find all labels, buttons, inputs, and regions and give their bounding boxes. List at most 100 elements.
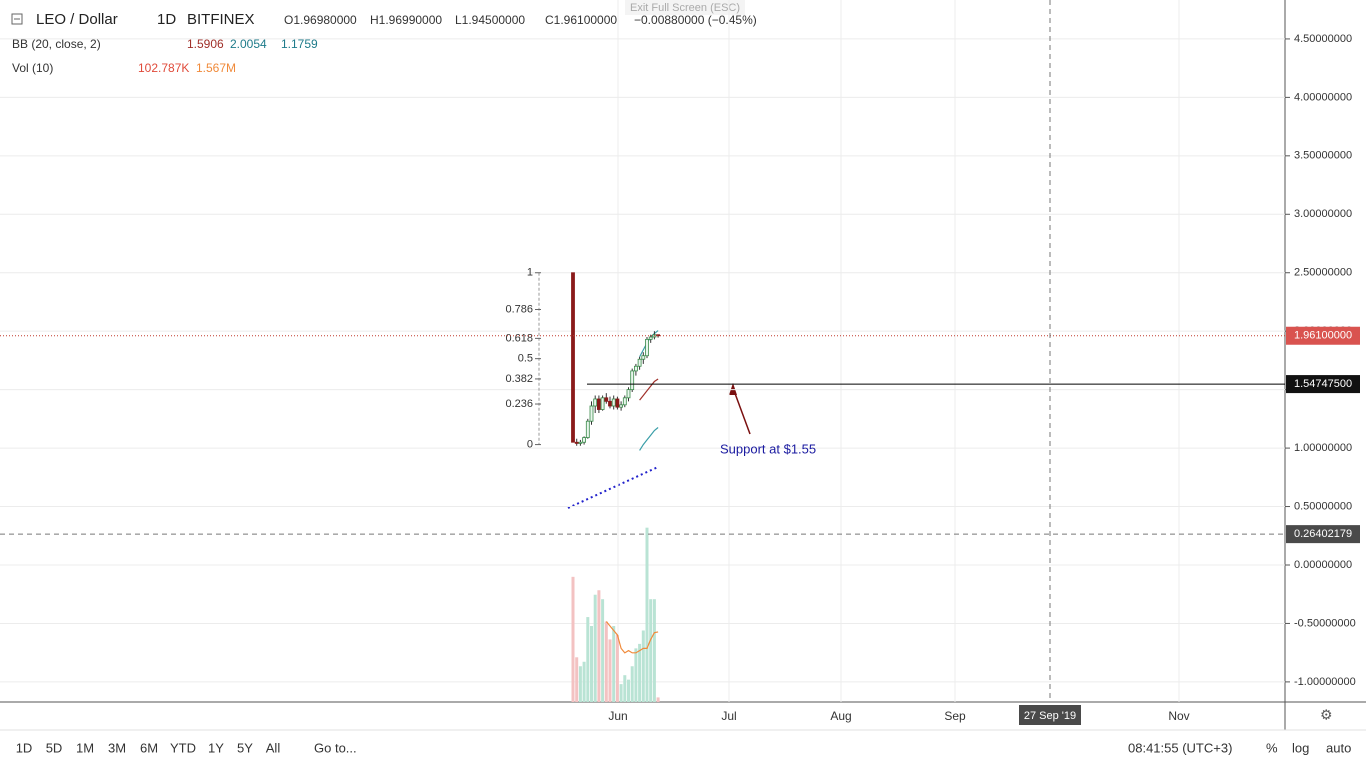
last-price-tag — [1286, 326, 1360, 345]
open: O1.96980000 — [284, 13, 357, 27]
indicator-value: 2.0054 — [230, 37, 267, 51]
x-tick-label: Sep — [944, 709, 966, 723]
volume-bar — [630, 666, 634, 702]
y-tick-label: 4.00000000 — [1294, 91, 1352, 103]
y-tick-label: -1.00000000 — [1294, 676, 1356, 688]
candle-body — [600, 397, 605, 410]
clock: 08:41:55 (UTC+3) — [1128, 740, 1232, 755]
fib-label: 0.236 — [505, 398, 533, 410]
candle-body — [582, 437, 586, 443]
collapse-icon[interactable] — [11, 13, 23, 25]
volume-bar — [638, 643, 642, 702]
candle-body — [656, 334, 660, 337]
high: H1.96990000 — [370, 13, 442, 27]
indicator-value: 102.787K — [138, 61, 189, 75]
y-tick-label: 2.50000000 — [1294, 267, 1352, 279]
candle-body — [574, 441, 579, 444]
auto-toggle[interactable]: auto — [1326, 740, 1351, 755]
last-price-label: 1.96100000 — [1294, 330, 1352, 342]
volume-bar — [656, 697, 660, 702]
candle-body — [615, 398, 620, 408]
volume-bar — [590, 626, 593, 702]
y-tick-label: 0.50000000 — [1294, 500, 1352, 512]
x-tick-label: Jul — [721, 709, 736, 723]
settings-icon[interactable]: ⚙ — [1320, 707, 1333, 723]
volume-bar — [634, 648, 638, 702]
candle-body — [597, 398, 601, 410]
candle-body — [634, 365, 638, 372]
volume-bar — [575, 657, 579, 702]
range-button[interactable]: 3M — [108, 740, 126, 755]
exit-bg — [625, 0, 745, 15]
volume-bar — [615, 634, 619, 702]
y-tick-label: -0.50000000 — [1294, 617, 1356, 629]
fib-label: 0.786 — [505, 303, 533, 315]
support-label: 1.54747500 — [1294, 378, 1352, 390]
volume-bar — [604, 621, 608, 702]
bb-middle — [639, 378, 659, 401]
range-button[interactable]: All — [266, 740, 281, 755]
percent-toggle[interactable]: % — [1266, 740, 1278, 755]
range-button[interactable]: YTD — [170, 740, 196, 755]
x-tick-label: Jun — [608, 709, 627, 723]
candle-body — [645, 338, 649, 357]
log-toggle[interactable]: log — [1292, 740, 1309, 755]
volume-ma — [605, 621, 659, 654]
fib-label: 1 — [527, 267, 533, 279]
candle-body — [622, 397, 627, 406]
candle-body — [619, 404, 623, 408]
candle-body — [585, 420, 590, 438]
annotation: Support at $1.55 — [720, 441, 816, 456]
crosshair-tag — [1286, 525, 1360, 544]
fib-label: 0 — [527, 438, 533, 450]
range-button[interactable]: 1M — [76, 740, 94, 755]
volume-bar — [593, 594, 597, 702]
indicator-value: 1.567M — [196, 61, 236, 75]
volume-bar — [571, 576, 575, 702]
range-button[interactable]: 1Y — [208, 740, 224, 755]
y-tick-label: 3.00000000 — [1294, 208, 1352, 220]
goto-button[interactable]: Go to... — [314, 740, 357, 755]
fib-label: 0.618 — [505, 332, 533, 344]
volume-bar — [623, 675, 627, 702]
volume-bar — [578, 666, 582, 702]
candle-body — [626, 389, 631, 399]
volume-bar — [645, 527, 649, 702]
volume-bar — [597, 590, 601, 702]
close: C1.96100000 — [545, 13, 617, 27]
candle-body — [630, 370, 635, 391]
fib-label: 0.382 — [505, 373, 533, 385]
change: −0.00880000 (−0.45%) — [634, 13, 757, 27]
candle-body — [648, 336, 653, 340]
candle-body — [641, 355, 646, 360]
candle-body — [604, 397, 609, 402]
candle-body — [608, 400, 612, 407]
volume-bar — [582, 661, 586, 702]
volume-bar — [649, 599, 653, 702]
trend-line — [567, 466, 659, 509]
indicator-name[interactable]: Vol (10) — [12, 61, 53, 75]
exit-fullscreen[interactable]: Exit Full Screen (ESC) — [630, 2, 740, 14]
range-button[interactable]: 1D — [16, 740, 33, 755]
range-button[interactable]: 6M — [140, 740, 158, 755]
volume-bar — [619, 684, 623, 702]
range-button[interactable]: 5D — [46, 740, 63, 755]
fib-label: 0.5 — [518, 353, 533, 365]
volume-bar — [641, 630, 645, 702]
crosshair-date: 27 Sep '19 — [1024, 710, 1076, 722]
y-tick-label: 3.50000000 — [1294, 150, 1352, 162]
indicator-name[interactable]: BB (20, close, 2) — [12, 37, 101, 51]
candle-body — [611, 398, 616, 407]
interval[interactable]: 1D — [157, 11, 176, 28]
arrow — [732, 387, 751, 435]
candle-body — [589, 405, 594, 422]
x-tick-label: Nov — [1168, 709, 1189, 723]
crosshair-label: 0.26402179 — [1294, 528, 1352, 540]
exchange: BITFINEX — [187, 11, 255, 28]
symbol[interactable]: LEO / Dollar — [36, 11, 118, 28]
indicator-value: 1.1759 — [281, 37, 318, 51]
volume-bar — [652, 599, 656, 702]
volume-bar — [627, 679, 630, 702]
range-button[interactable]: 5Y — [237, 740, 253, 755]
